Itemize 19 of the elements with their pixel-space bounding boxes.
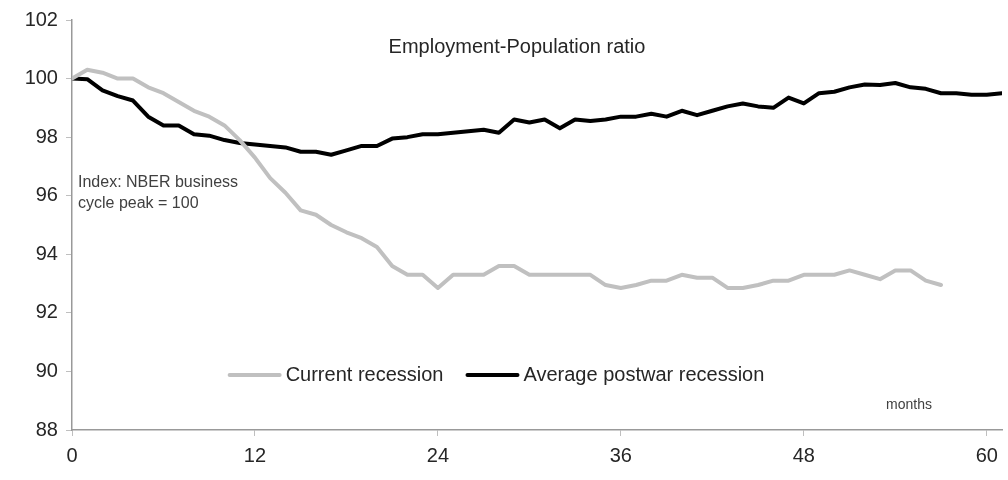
y-tick-label: 88 [35,417,58,440]
legend-label: Average postwar recession [523,362,765,385]
y-tick-label: 92 [35,300,58,323]
x-tick-label: 48 [792,443,815,466]
y-tick-label: 90 [35,358,58,381]
x-tick-label: 12 [243,443,267,466]
legend-label: Current recession [285,362,444,385]
x-tick-label: 0 [66,443,78,466]
x-tick-label: 36 [609,443,632,466]
annotation: Index: NBER business cycle peak = 100 [78,173,239,212]
y-tick-label: 100 [24,66,58,89]
text: Employment-Population ratio [388,34,646,57]
y-tick-label: 102 [24,7,58,30]
annotation: months [886,395,932,412]
y-tick-label: 94 [35,241,58,264]
y-tick-label: 96 [35,183,58,206]
x-tick-label: 60 [975,443,998,466]
x-tick-label: 24 [426,443,450,466]
y-tick-label: 98 [35,124,58,147]
